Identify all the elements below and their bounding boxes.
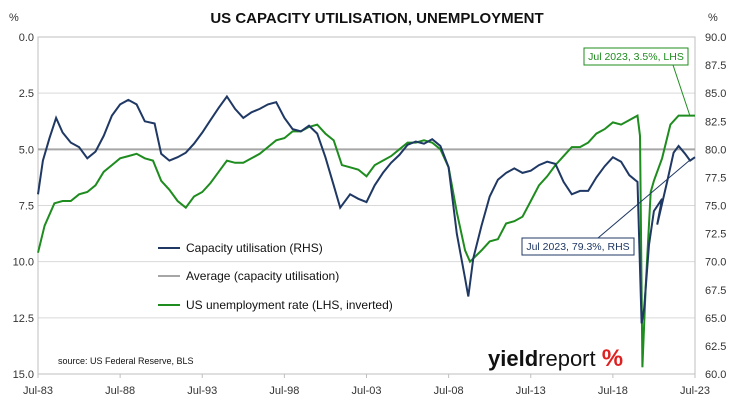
legend-label-unemployment: US unemployment rate (LHS, inverted) — [186, 298, 393, 312]
right-axis: 60.0 62.5 65.0 67.5 70.0 72.5 75.0 77.5 80.0 82.5… — [705, 32, 726, 381]
gridlines — [38, 36, 695, 375]
annotation-box-capacity — [521, 237, 635, 256]
legend-label-average: Average (capacity utilisation) — [186, 269, 339, 283]
left-tick-label: 2.5 — [19, 88, 34, 100]
left-tick-label: 10.0 — [13, 257, 34, 269]
x-tick-label: Jul-93 — [187, 385, 217, 397]
annotation-text-capacity: Jul 2023, 79.3%, RHS — [526, 241, 629, 253]
logo-text: yieldreport % — [488, 345, 623, 372]
left-tick-label: 0.0 — [19, 32, 34, 44]
right-tick-label: 87.5 — [705, 60, 726, 72]
right-tick-label: 70.0 — [705, 257, 726, 269]
left-tick-label: 15.0 — [13, 369, 34, 381]
legend: Capacity utilisation (RHS) Average (capa… — [158, 241, 393, 312]
left-tick-label: 7.5 — [19, 201, 34, 213]
left-axis-unit: % — [9, 12, 19, 24]
x-tick-label: Jul-83 — [23, 385, 53, 397]
right-tick-label: 67.5 — [705, 285, 726, 297]
x-tick-label: Jul-03 — [352, 385, 382, 397]
right-tick-label: 85.0 — [705, 88, 726, 100]
left-axis: 0.0 2.5 5.0 7.5 10.0 12.5 15.0 — [13, 32, 34, 381]
right-tick-label: 62.5 — [705, 341, 726, 353]
yieldreport-logo: yieldreport % — [488, 345, 623, 372]
left-tick-label: 5.0 — [19, 144, 34, 156]
right-axis-unit: % — [708, 12, 718, 24]
x-tick-label: Jul-13 — [516, 385, 546, 397]
right-tick-label: 72.5 — [705, 229, 726, 241]
source-note: source: US Federal Reserve, BLS — [58, 356, 194, 366]
unemployment-line — [37, 114, 695, 368]
annotation-unemployment: Jul 2023, 3.5%, LHS — [583, 47, 691, 117]
chart-title: US CAPACITY UTILISATION, UNEMPLOYMENT — [210, 10, 543, 27]
x-tick-label: Jul-18 — [598, 385, 628, 397]
x-tick-label: Jul-08 — [434, 385, 464, 397]
capacity-line — [37, 94, 696, 324]
right-tick-label: 82.5 — [705, 116, 726, 128]
x-tick-label: Jul-23 — [680, 385, 710, 397]
left-tick-label: 12.5 — [13, 313, 34, 325]
right-tick-label: 77.5 — [705, 172, 726, 184]
right-tick-label: 90.0 — [705, 32, 726, 44]
x-tick-label: Jul-88 — [105, 385, 135, 397]
annotation-leader-capacity — [597, 159, 691, 239]
annotation-capacity: Jul 2023, 79.3%, RHS — [521, 159, 691, 256]
right-tick-label: 60.0 — [705, 369, 726, 381]
annotation-text-unemployment: Jul 2023, 3.5%, LHS — [588, 51, 684, 63]
legend-label-capacity: Capacity utilisation (RHS) — [186, 241, 323, 255]
right-tick-label: 75.0 — [705, 201, 726, 213]
annotation-box-unemployment — [583, 47, 689, 66]
right-tick-label: 65.0 — [705, 313, 726, 325]
x-axis: Jul-83 Jul-88 Jul-93 Jul-98 Jul-03 Jul-08 Jul-… — [23, 374, 710, 397]
right-tick-label: 80.0 — [705, 144, 726, 156]
x-tick-label: Jul-98 — [269, 385, 299, 397]
annotation-leader-unemployment — [672, 64, 691, 117]
